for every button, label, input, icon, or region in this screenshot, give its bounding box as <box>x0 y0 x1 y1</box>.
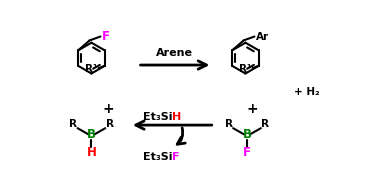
Text: B: B <box>243 128 251 141</box>
FancyArrowPatch shape <box>177 128 185 144</box>
Text: R: R <box>106 119 114 129</box>
Text: R: R <box>261 119 269 129</box>
Text: R: R <box>225 119 233 129</box>
Text: Et₃Si: Et₃Si <box>143 153 172 162</box>
Text: F: F <box>243 146 251 159</box>
Text: F: F <box>172 153 180 162</box>
Text: Et₃Si: Et₃Si <box>143 112 172 122</box>
Text: R¹: R¹ <box>239 64 251 74</box>
Text: +: + <box>247 102 258 116</box>
Text: R¹: R¹ <box>84 64 97 74</box>
Text: H: H <box>172 112 182 122</box>
Text: Arene: Arene <box>156 48 193 58</box>
Text: R: R <box>69 119 77 129</box>
Text: H: H <box>87 146 97 159</box>
Text: F: F <box>102 30 110 43</box>
Text: + H₂: + H₂ <box>294 87 320 97</box>
Text: Ar: Ar <box>256 32 269 42</box>
Text: B: B <box>87 128 96 141</box>
Text: +: + <box>103 102 114 116</box>
FancyArrowPatch shape <box>136 121 212 129</box>
